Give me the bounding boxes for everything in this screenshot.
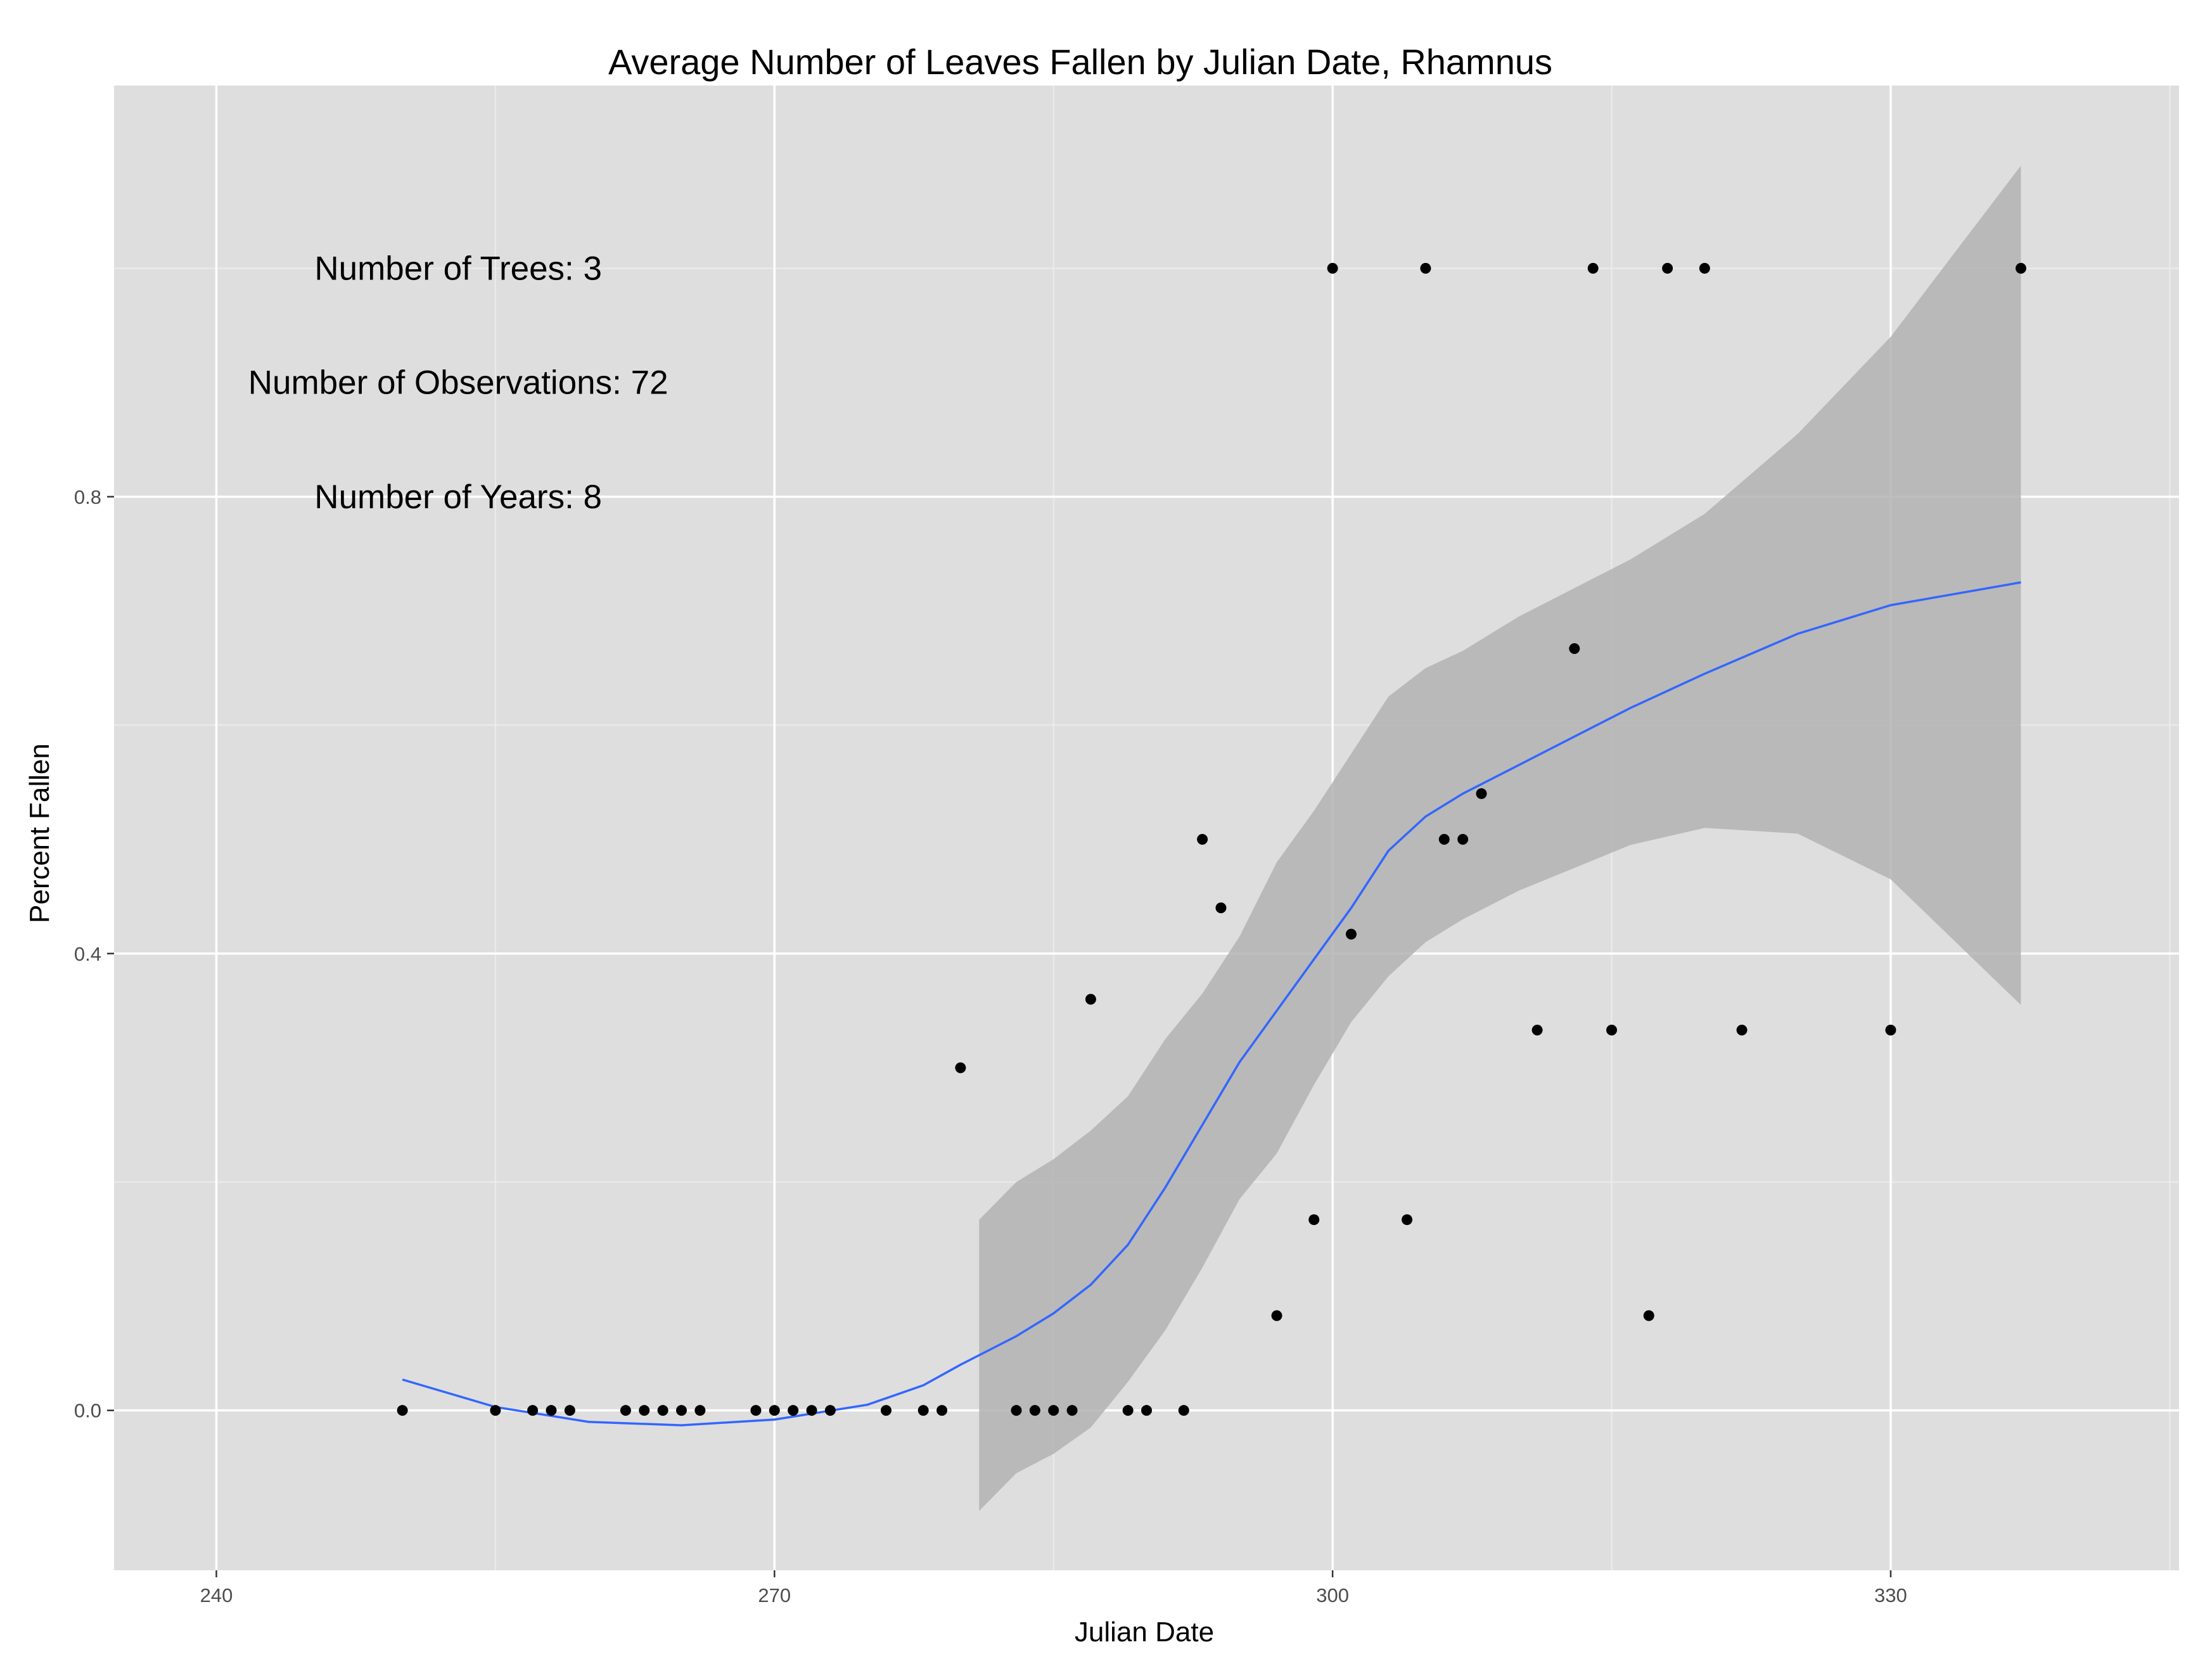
data-point [1141,1405,1152,1416]
x-axis-ticks: 240 270 300 330 [200,1570,1907,1606]
data-point [1271,1310,1282,1321]
annotations: Number of Trees: 3 Number of Observations… [248,250,668,515]
x-tick-label: 330 [1874,1584,1907,1606]
data-point [880,1405,892,1416]
data-point [1029,1405,1040,1416]
data-point [546,1405,557,1416]
y-axis-title: Percent Fallen [24,743,55,923]
data-point [1885,1025,1896,1036]
data-point [675,1405,687,1416]
data-point [1308,1214,1320,1226]
data-point [1587,262,1599,274]
data-point [527,1405,539,1416]
data-point [639,1405,650,1416]
data-point [564,1405,575,1416]
data-point [1606,1025,1618,1036]
data-points [397,262,2026,1416]
y-tick-label: 0.8 [74,486,101,508]
data-point [788,1405,799,1416]
data-point [1736,1025,1748,1036]
x-axis-title: Julian Date [1075,1617,1214,1648]
data-point [1178,1405,1189,1416]
data-point [1476,788,1487,799]
data-point [657,1405,668,1416]
data-point [620,1405,631,1416]
x-tick-label: 300 [1316,1584,1349,1606]
data-point [1531,1025,1543,1036]
data-point [694,1405,706,1416]
annotation-text: Number of Years: 8 [314,478,602,516]
y-axis-ticks: 0.0 0.4 0.8 [74,486,114,1422]
data-point [1402,1214,1413,1226]
data-point [397,1405,408,1416]
data-point [1085,994,1096,1005]
data-point [1011,1405,1022,1416]
smooth-line [402,581,2021,1426]
data-point [1438,834,1450,845]
data-point [1345,928,1357,940]
confidence-band [979,165,2021,1511]
data-point [955,1062,966,1073]
annotation-text: Number of Observations: 72 [248,364,668,402]
data-point [824,1405,836,1416]
data-point [1048,1405,1059,1416]
data-point [769,1405,780,1416]
data-point [490,1405,501,1416]
x-tick-label: 270 [758,1584,791,1606]
chart-title: Average Number of Leaves Fallen by Julia… [608,42,1552,82]
data-point [917,1405,929,1416]
y-tick-label: 0.0 [74,1400,101,1422]
data-point [1569,643,1580,655]
data-point [1066,1405,1078,1416]
data-point [1327,262,1338,274]
data-point [1662,262,1673,274]
data-point [1197,834,1208,845]
data-point [806,1405,817,1416]
data-point [750,1405,762,1416]
data-point [1457,834,1469,845]
y-tick-label: 0.4 [74,943,101,965]
data-point [937,1405,948,1416]
x-tick-label: 240 [200,1584,233,1606]
data-point [1699,262,1710,274]
annotation-text: Number of Trees: 3 [314,250,602,287]
data-point [1122,1405,1134,1416]
data-point [1215,902,1227,914]
data-point [1643,1310,1654,1321]
data-point [1420,262,1431,274]
data-point [2015,262,2026,274]
